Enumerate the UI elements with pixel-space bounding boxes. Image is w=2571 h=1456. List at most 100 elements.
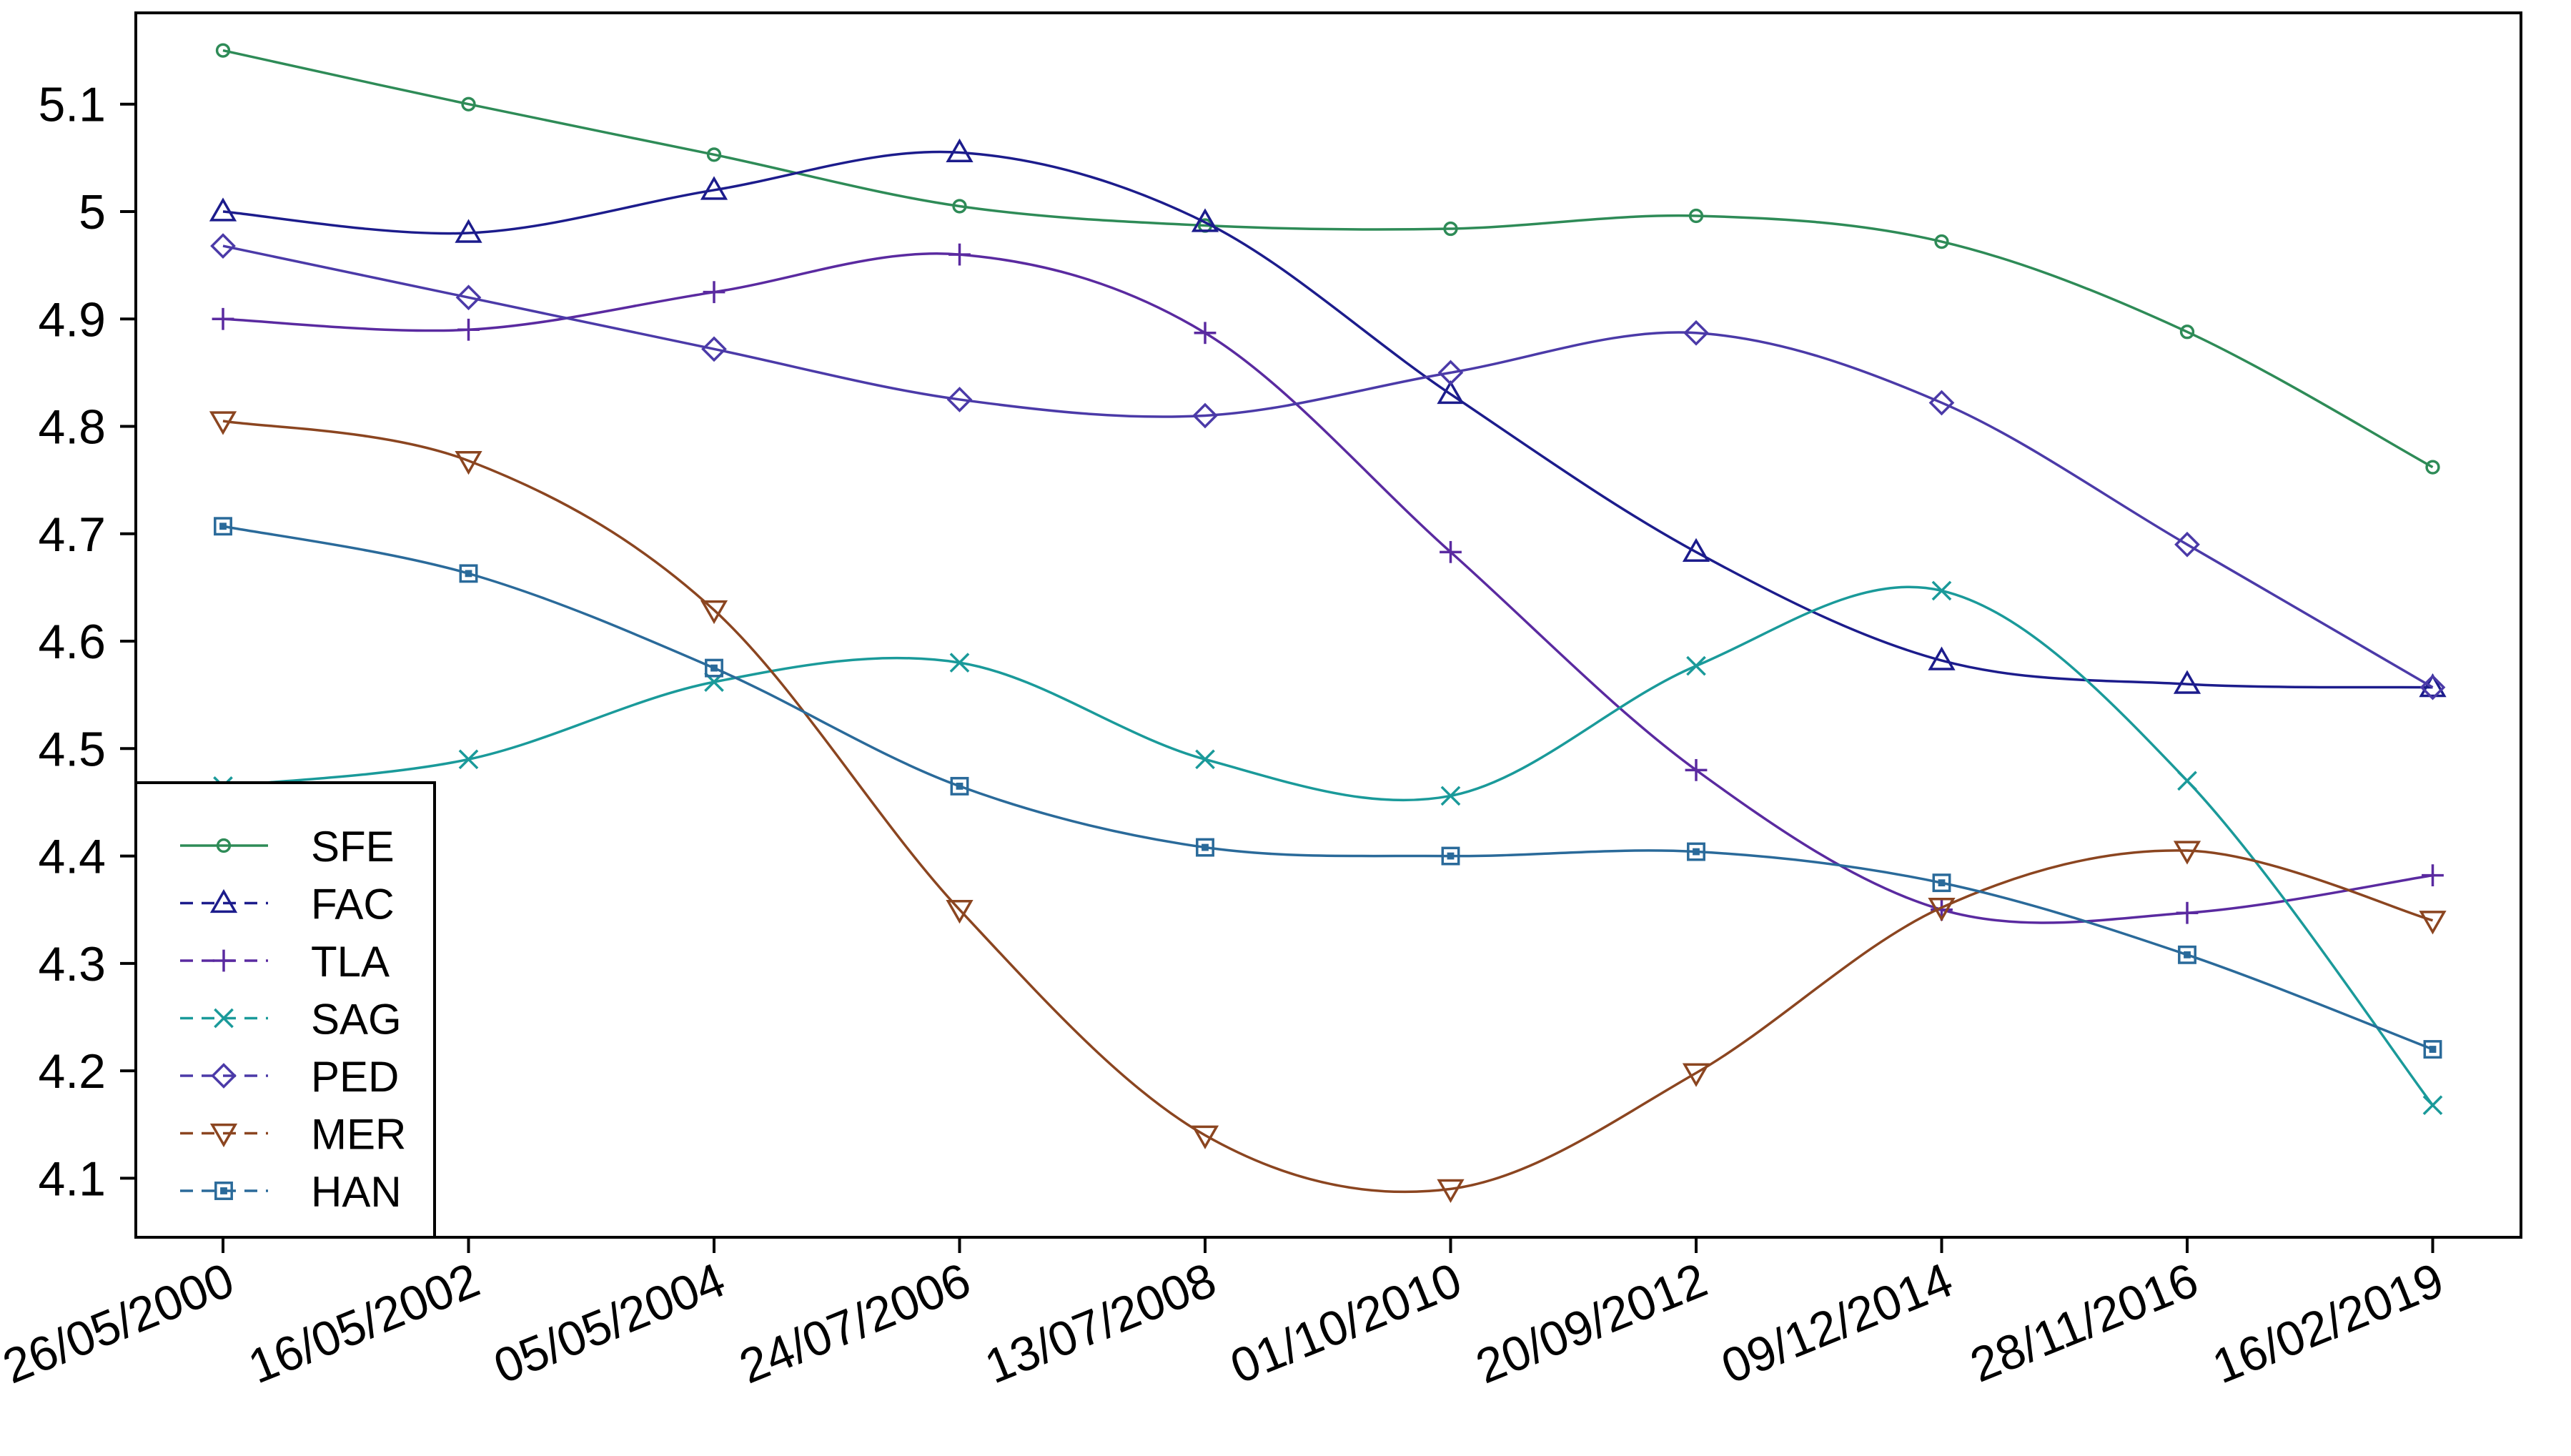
point-sag-3-b	[949, 653, 970, 673]
point-fac-4	[1191, 208, 1219, 232]
point-tla-6	[1685, 758, 1708, 781]
point-ped-3	[946, 387, 973, 412]
point-han-6-core	[1693, 848, 1700, 856]
point-tla-3	[948, 243, 971, 266]
point-sag-9	[2422, 1095, 2443, 1116]
point-tla-0	[212, 307, 234, 330]
point-han-3	[950, 776, 969, 796]
series-line-sfe	[222, 49, 2434, 469]
x-tick-label: 28/11/2016	[1963, 1252, 2205, 1392]
legend-marker-han-core	[220, 1187, 227, 1194]
legend-item-fac: FAC	[180, 881, 395, 928]
y-tick-label: 4.5	[38, 722, 106, 776]
point-fac-8	[2173, 670, 2201, 694]
x-tick-label: 13/07/2008	[978, 1252, 1224, 1394]
legend-item-ped: PED	[180, 1053, 399, 1101]
point-fac-9	[2419, 673, 2447, 698]
series-fac	[209, 138, 2447, 698]
series-layer	[209, 43, 2447, 1203]
y-tick-label: 4.9	[38, 292, 106, 347]
point-mer-8	[2173, 841, 2201, 865]
point-han-9-box	[2423, 1040, 2442, 1059]
point-ped-7	[1928, 390, 1955, 416]
point-tla-9	[2422, 864, 2444, 887]
legend-marker-sag-b	[214, 1008, 234, 1029]
point-fac-0	[209, 197, 237, 222]
legend-marker-han	[214, 1182, 233, 1200]
point-mer-4	[1191, 1125, 1219, 1149]
legend-label-sag: SAG	[311, 996, 402, 1044]
legend-label-mer: MER	[311, 1111, 406, 1159]
legend-marker-sag	[214, 1008, 234, 1029]
legend-marker-mer	[209, 1123, 238, 1148]
point-ped-4	[1192, 402, 1218, 429]
y-tick-label: 4.8	[38, 400, 106, 455]
y-tick-label: 4.3	[38, 937, 106, 991]
x-tick-label: 01/10/2010	[1223, 1252, 1469, 1394]
point-sag-5-b	[1440, 786, 1461, 806]
legend-label-tla: TLA	[311, 938, 390, 986]
point-fac-6	[1682, 538, 1710, 562]
point-fac-5	[1437, 380, 1465, 405]
series-tla	[212, 243, 2444, 924]
point-sag-6-b	[1686, 655, 1706, 676]
point-han-2-box	[705, 658, 723, 678]
point-mer-1	[455, 450, 482, 475]
y-tick-label: 5.1	[38, 78, 106, 132]
x-tick-label: 16/05/2002	[241, 1252, 487, 1394]
point-ped-9	[2419, 674, 2446, 700]
point-han-1-box	[459, 564, 478, 583]
point-ped-5	[1437, 360, 1464, 386]
legend-marker-han-box	[214, 1182, 233, 1200]
point-sfe-7	[1934, 234, 1949, 249]
y-tick-label: 4.4	[38, 830, 106, 884]
point-han-8-core	[2184, 951, 2191, 959]
point-han-6	[1687, 842, 1705, 861]
point-han-4	[1196, 838, 1214, 857]
point-ped-2	[701, 336, 727, 362]
point-han-7-core	[1938, 879, 1946, 887]
point-ped-8	[2174, 531, 2200, 558]
legend-item-sag: SAG	[180, 996, 402, 1044]
point-sag-9-b	[2422, 1095, 2443, 1116]
legend-label-fac: FAC	[311, 881, 395, 928]
point-sag-4-b	[1195, 749, 1215, 770]
series-mer	[209, 411, 2447, 1203]
x-tick-label: 16/02/2019	[2205, 1252, 2451, 1394]
legend-marker-fac	[209, 888, 238, 913]
point-ped-6	[1683, 320, 1709, 346]
y-tick-label: 4.2	[38, 1044, 106, 1099]
point-sag-6	[1686, 655, 1706, 676]
x-tick-label: 20/09/2012	[1469, 1252, 1715, 1394]
x-tick-label: 09/12/2014	[1714, 1252, 1960, 1394]
y-tick-label: 4.1	[38, 1152, 106, 1206]
point-han-1	[459, 564, 478, 583]
point-sfe-1	[461, 96, 476, 112]
point-tla-5	[1440, 540, 1462, 563]
point-han-0	[214, 517, 232, 536]
point-han-4-box	[1196, 838, 1214, 857]
point-sag-3	[949, 653, 970, 673]
legend-marker-ped	[211, 1063, 237, 1089]
point-tla-2	[703, 281, 725, 304]
point-han-7-box	[1932, 873, 1951, 893]
y-tick-label: 4.6	[38, 615, 106, 669]
point-fac-7	[1928, 646, 1956, 670]
point-han-9-core	[2429, 1046, 2437, 1053]
point-sfe-5	[1443, 221, 1458, 237]
y-tick-label: 4.7	[38, 507, 106, 562]
y-tick-label: 5	[79, 185, 106, 239]
point-fac-3	[946, 138, 974, 162]
point-sag-7-b	[1931, 580, 1952, 601]
series-han	[214, 517, 2442, 1059]
series-line-fac	[222, 150, 2433, 689]
y-axis: 4.1 4.2 4.3 4.4 4.5 4.6 4.7 4.8 4.9 5 5.1	[38, 78, 136, 1206]
point-han-7	[1932, 873, 1951, 893]
point-mer-6	[1682, 1063, 1710, 1087]
point-han-0-core	[219, 523, 227, 530]
series-line-ped	[222, 244, 2434, 689]
point-han-6-box	[1687, 842, 1705, 861]
point-han-1-core	[465, 570, 472, 578]
point-han-2-core	[710, 664, 718, 672]
